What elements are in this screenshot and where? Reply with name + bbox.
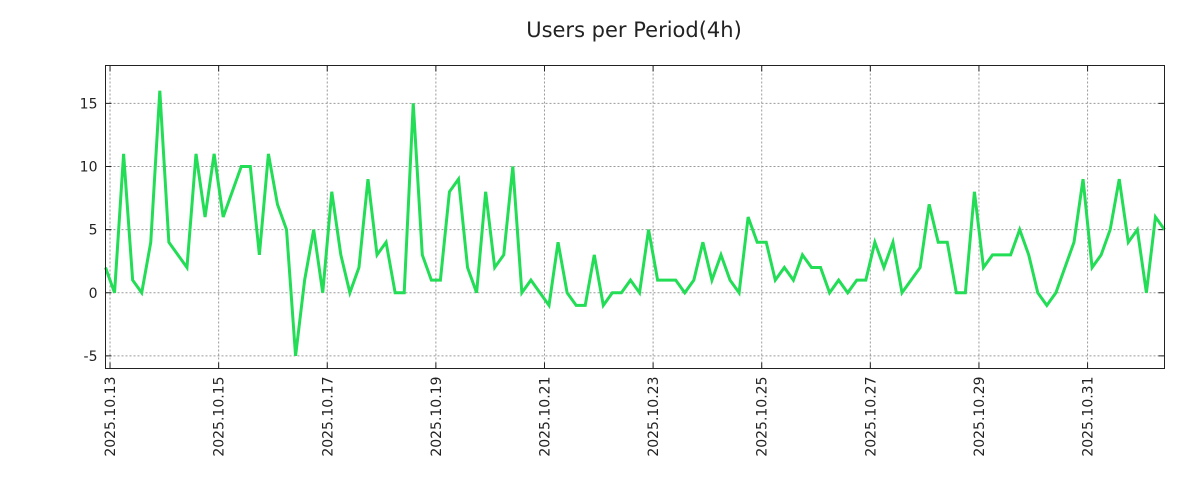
x-tick-label: 2025.10.23 (646, 377, 662, 457)
chart-title: Users per Period(4h) (526, 18, 742, 42)
x-tick-label: 2025.10.17 (320, 377, 336, 457)
grid-layer (105, 65, 1165, 369)
x-tick-label: 2025.10.15 (212, 377, 228, 457)
x-tick-label: 2025.10.29 (972, 377, 988, 457)
y-tick-label: 15 (80, 96, 98, 112)
x-tick-label: 2025.10.27 (863, 377, 879, 457)
y-tick-label: 5 (89, 223, 98, 239)
series-line (104, 90, 1166, 357)
series-layer (104, 90, 1166, 357)
plot-frame (105, 65, 1165, 369)
x-tick-label: 2025.10.19 (429, 377, 445, 457)
y-tick-label: -5 (84, 349, 98, 365)
axis-layer: -5 0 5 10 15 2025.10.13 2025.10.15 2025.10.17 20… (80, 65, 1165, 457)
x-tick-label: 2025.10.13 (103, 377, 119, 457)
x-tick-label: 2025.10.21 (537, 377, 553, 457)
x-tick-label: 2025.10.31 (1081, 377, 1097, 457)
y-tick-label: 0 (89, 286, 98, 302)
x-tick-label: 2025.10.25 (755, 377, 771, 457)
y-tick-label: 10 (80, 160, 98, 176)
